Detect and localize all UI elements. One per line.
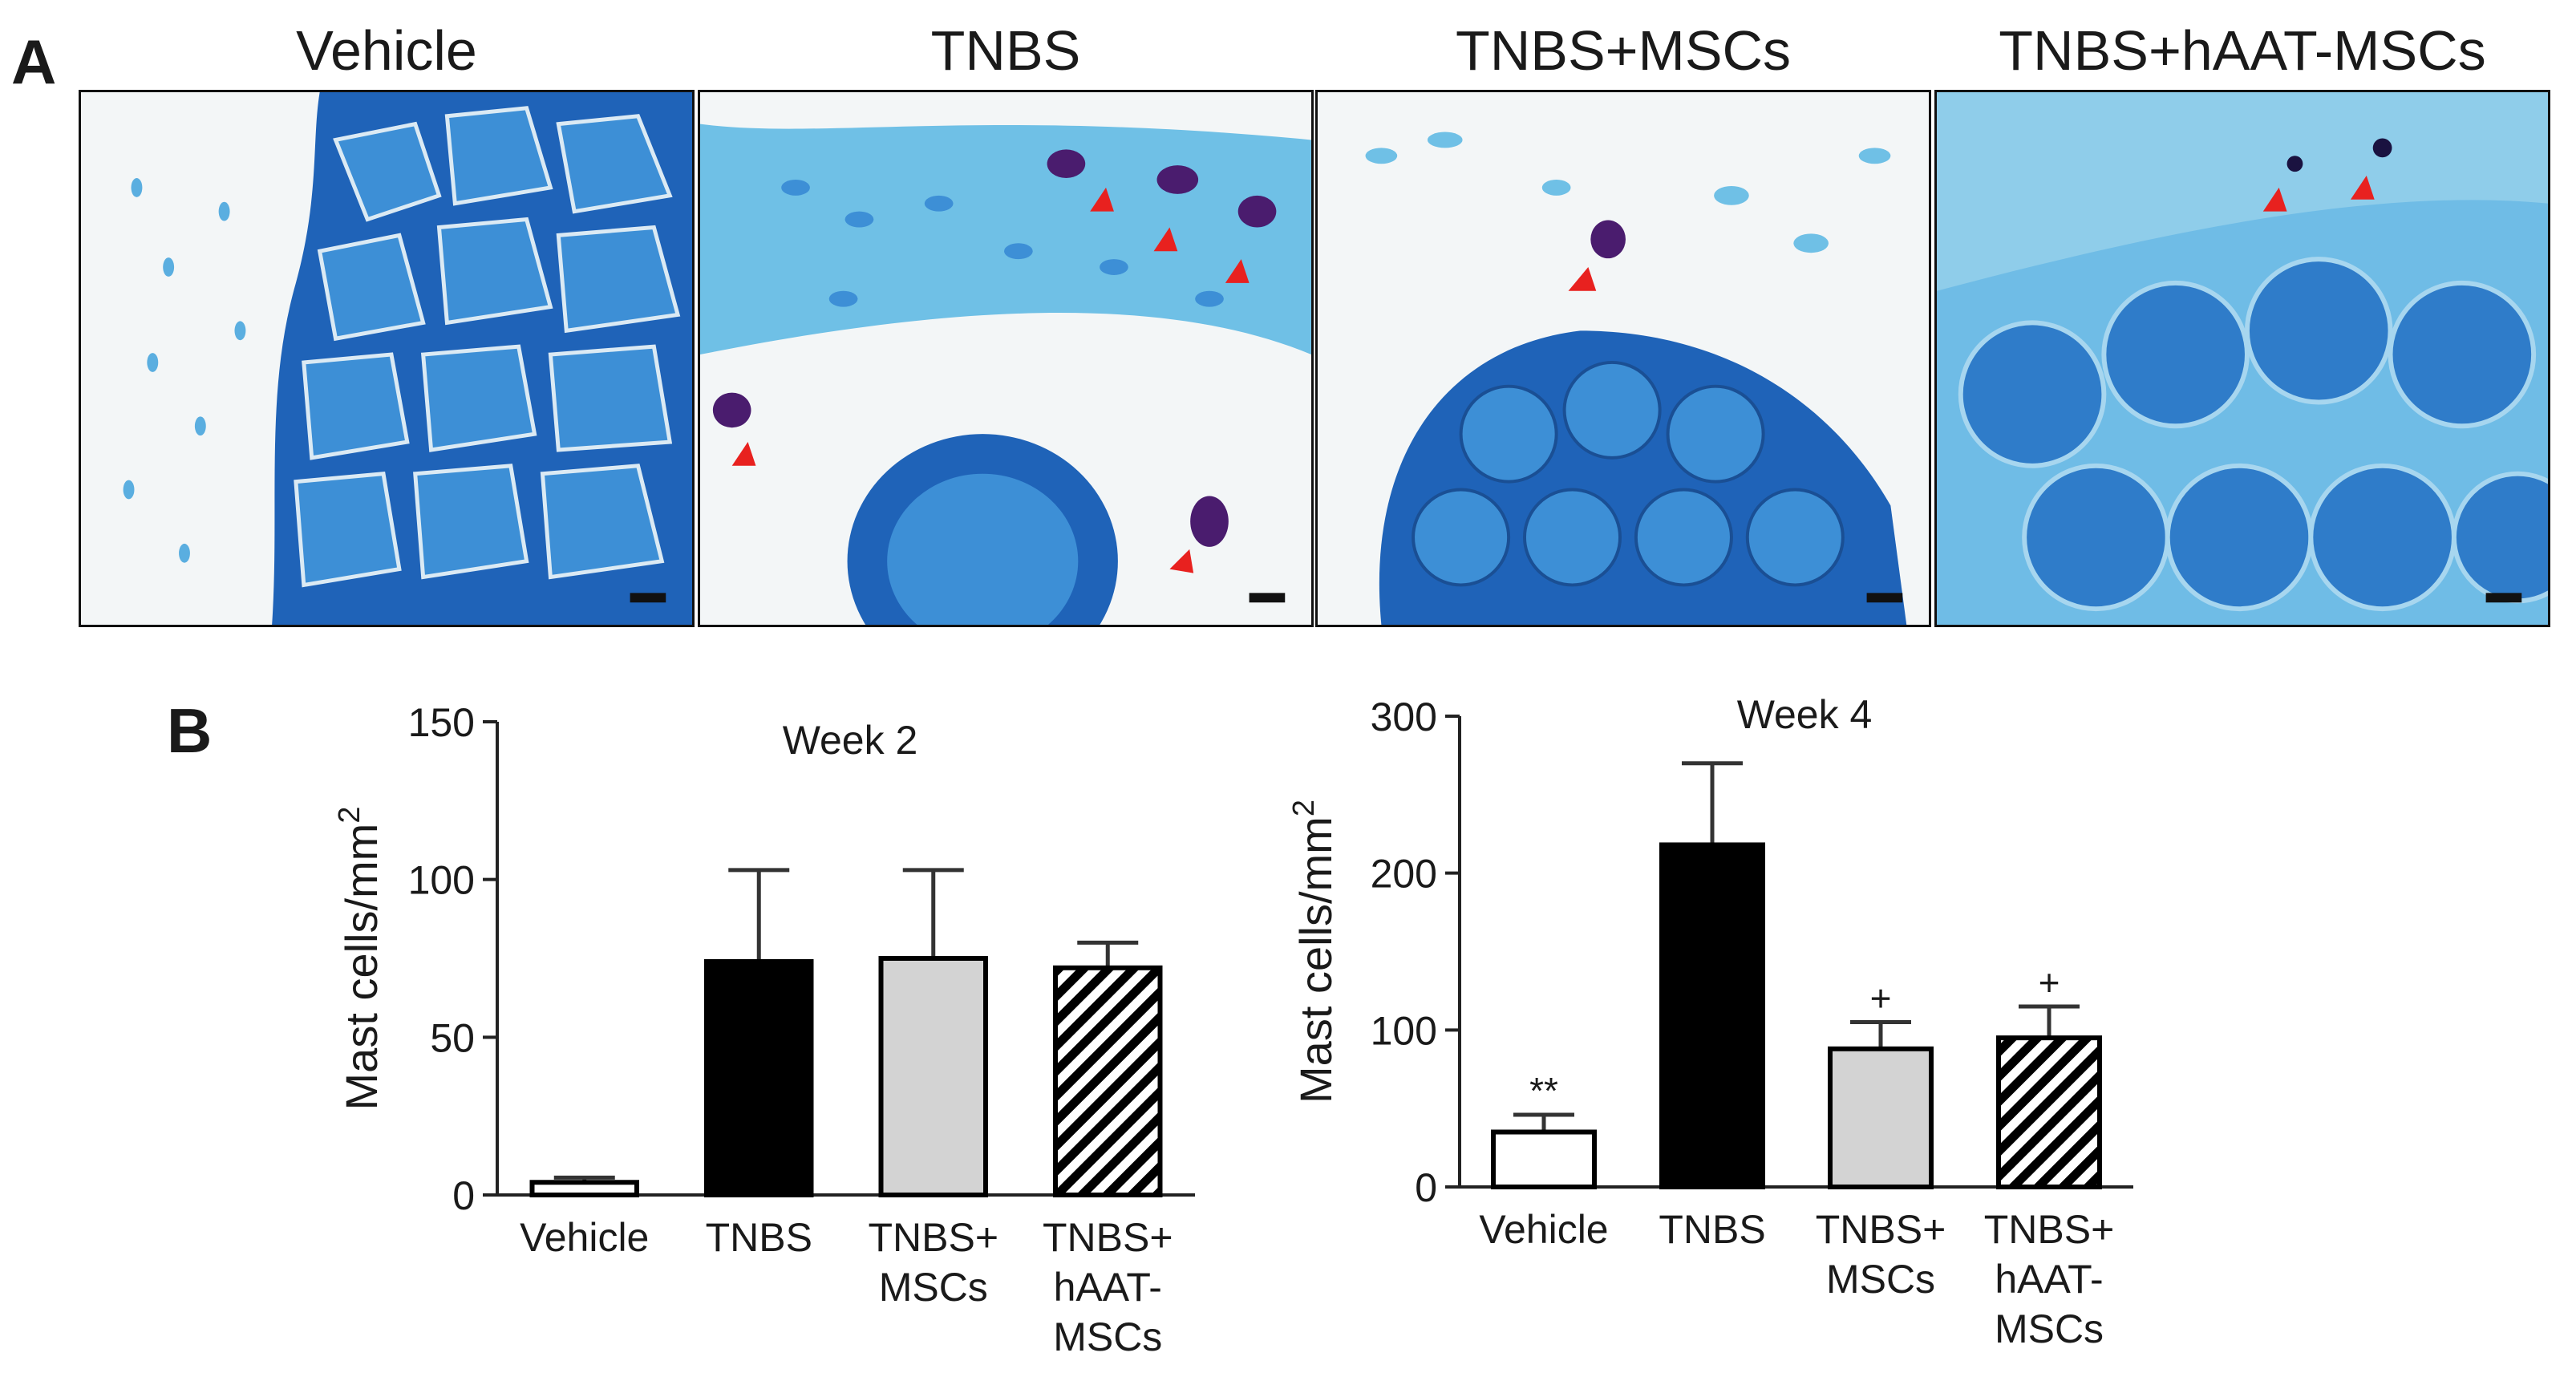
- micrograph-tnbs-haat-mscs-image: [1937, 92, 2548, 625]
- chart-2-x-tick-label-3-1: hAAT-: [1995, 1257, 2103, 1302]
- chart-2-x-tick-label-3-0: TNBS+: [1984, 1207, 2115, 1252]
- micrograph-tnbs-mscs-image: [1318, 92, 1929, 625]
- micrograph-tnbs: [698, 90, 1314, 627]
- chart-1-x-tick-label-3-2: MSCs: [1053, 1314, 1162, 1359]
- chart-1-x-tick-label-2-0: TNBS+: [868, 1215, 998, 1260]
- chart-2-significance-0: **: [1529, 1070, 1558, 1112]
- chart-2-y-tick-label-0: 0: [1415, 1165, 1437, 1210]
- chart-1-title: Week 2: [783, 718, 918, 763]
- chart-1-x-tick-label-3-0: TNBS+: [1043, 1215, 1173, 1260]
- chart-1-y-tick-label-2: 100: [408, 858, 475, 903]
- chart-2-bar-1: [1659, 842, 1765, 1189]
- chart-1-x-tick-label-1-0: TNBS: [706, 1215, 812, 1260]
- chart-2-x-tick-label-2-0: TNBS+: [1816, 1207, 1946, 1252]
- image-title-tnbs-mscs: TNBS+MSCs: [1455, 19, 1792, 82]
- chart-1-bar-0: [529, 1180, 639, 1198]
- panel-label-a: A: [11, 26, 57, 97]
- chart-1-x-tick-label-3-1: hAAT-: [1054, 1265, 1162, 1310]
- chart-2-x-tick-label-3-2: MSCs: [1995, 1306, 2104, 1351]
- chart-1-y-label: Mast cells/mm2: [333, 807, 387, 1111]
- micrograph-vehicle-image: [81, 92, 692, 625]
- chart-2-bar-0: [1491, 1129, 1597, 1190]
- chart-2-x-tick-label-2-1: MSCs: [1826, 1257, 1935, 1302]
- micrograph-tnbs-mscs: [1315, 90, 1931, 627]
- image-title-tnbs-haat-mscs: TNBS+hAAT-MSCs: [1999, 19, 2486, 82]
- chart-2-x-tick-label-1-0: TNBS: [1659, 1207, 1765, 1252]
- chart-2-y-label: Mast cells/mm2: [1287, 800, 1341, 1104]
- chart-2-x-tick-label-0-0: Vehicle: [1479, 1207, 1608, 1252]
- chart-1-bar-3: [1053, 965, 1163, 1198]
- micrograph-vehicle: [79, 90, 695, 627]
- chart-2-title: Week 4: [1737, 692, 1873, 737]
- chart-1-x-tick-label-2-1: MSCs: [879, 1265, 988, 1310]
- chart-1-y-tick-label-0: 0: [452, 1173, 475, 1218]
- chart-1-bar-1: [704, 958, 814, 1198]
- chart-2-y-tick-label-2: 200: [1371, 852, 1437, 897]
- chart-2-bar-3: [1996, 1035, 2102, 1190]
- chart-2-bar-2: [1828, 1046, 1934, 1190]
- chart-2-y-tick-label-1: 100: [1371, 1008, 1437, 1053]
- chart-1-x-tick-label-0-0: Vehicle: [520, 1215, 649, 1260]
- chart-2-y-tick-label-3: 300: [1371, 695, 1437, 739]
- image-title-tnbs: TNBS: [930, 19, 1081, 82]
- chart-1-y-tick-label-1: 50: [430, 1015, 475, 1060]
- chart-1-y-tick-label-3: 150: [408, 700, 475, 745]
- micrograph-tnbs-haat-mscs: [1934, 90, 2550, 627]
- chart-2-significance-2: +: [1870, 978, 1892, 1019]
- panel-label-b: B: [167, 695, 213, 766]
- image-title-vehicle: Vehicle: [296, 19, 477, 82]
- chart-2-y-label-superscript: 2: [1287, 800, 1321, 816]
- chart-1-y-label-superscript: 2: [333, 807, 367, 824]
- chart-1-bar-2: [878, 956, 988, 1197]
- micrograph-tnbs-image: [700, 92, 1311, 625]
- chart-2-significance-3: +: [2039, 962, 2060, 1003]
